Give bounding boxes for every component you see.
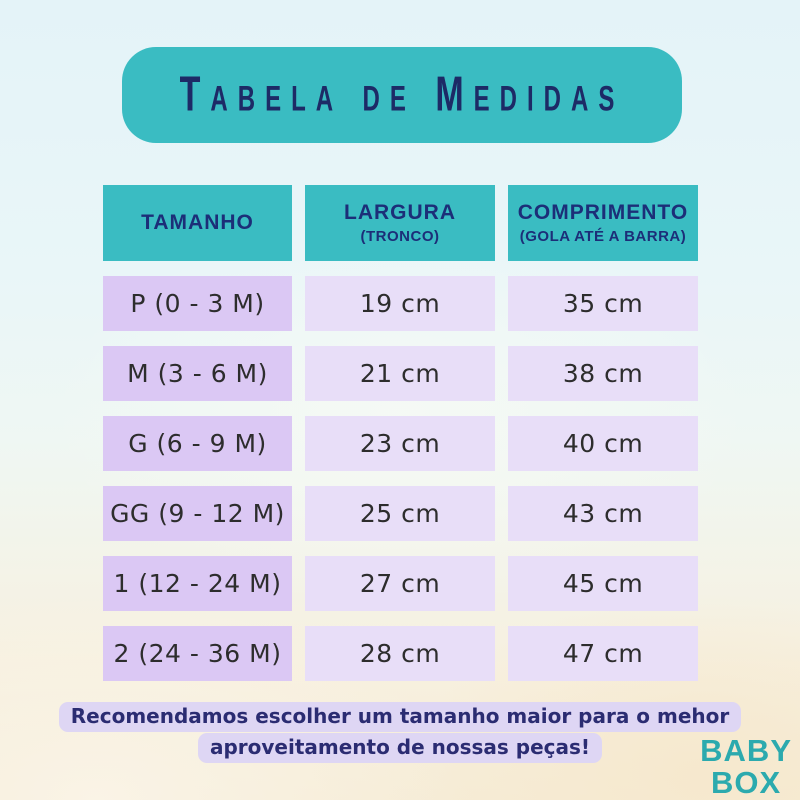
- comprimento-cell: 47 cm: [508, 626, 698, 681]
- size-cell: 2 (24 - 36 M): [103, 626, 292, 681]
- header-label: LARGURA: [344, 201, 456, 224]
- title-banner: Tabela de Medidas: [122, 47, 682, 143]
- size-cell: 1 (12 - 24 M): [103, 556, 292, 611]
- comprimento-cell: 38 cm: [508, 346, 698, 401]
- header-cell-largura: LARGURA (TRONCO): [305, 185, 495, 261]
- comprimento-cell: 43 cm: [508, 486, 698, 541]
- header-cell-comprimento: COMPRIMENTO (GOLA ATÉ A BARRA): [508, 185, 698, 261]
- baby-box-logo: BABY BOX: [700, 732, 792, 800]
- header-label: TAMANHO: [141, 211, 254, 234]
- largura-cell: 27 cm: [305, 556, 495, 611]
- comprimento-cell: 45 cm: [508, 556, 698, 611]
- page-title: Tabela de Medidas: [179, 66, 625, 122]
- recommendation-note: Recomendamos escolher um tamanho maior p…: [0, 701, 800, 763]
- largura-cell: 21 cm: [305, 346, 495, 401]
- size-table: TAMANHO LARGURA (TRONCO) COMPRIMENTO (GO…: [103, 185, 698, 681]
- size-cell: M (3 - 6 M): [103, 346, 292, 401]
- largura-cell: 23 cm: [305, 416, 495, 471]
- header-sublabel: (GOLA ATÉ A BARRA): [519, 228, 687, 245]
- comprimento-cell: 35 cm: [508, 276, 698, 331]
- comprimento-cell: 40 cm: [508, 416, 698, 471]
- note-line-1: Recomendamos escolher um tamanho maior p…: [58, 702, 742, 732]
- header-sublabel: (TRONCO): [360, 228, 440, 245]
- largura-cell: 19 cm: [305, 276, 495, 331]
- largura-cell: 28 cm: [305, 626, 495, 681]
- size-cell: P (0 - 3 M): [103, 276, 292, 331]
- size-cell: GG (9 - 12 M): [103, 486, 292, 541]
- header-label: COMPRIMENTO: [517, 201, 689, 224]
- logo-text-baby: BABY: [700, 732, 792, 768]
- logo-text-box: BOX: [710, 765, 782, 800]
- size-cell: G (6 - 9 M): [103, 416, 292, 471]
- largura-cell: 25 cm: [305, 486, 495, 541]
- header-cell-tamanho: TAMANHO: [103, 185, 292, 261]
- note-line-2: aproveitamento de nossas peças!: [197, 733, 603, 763]
